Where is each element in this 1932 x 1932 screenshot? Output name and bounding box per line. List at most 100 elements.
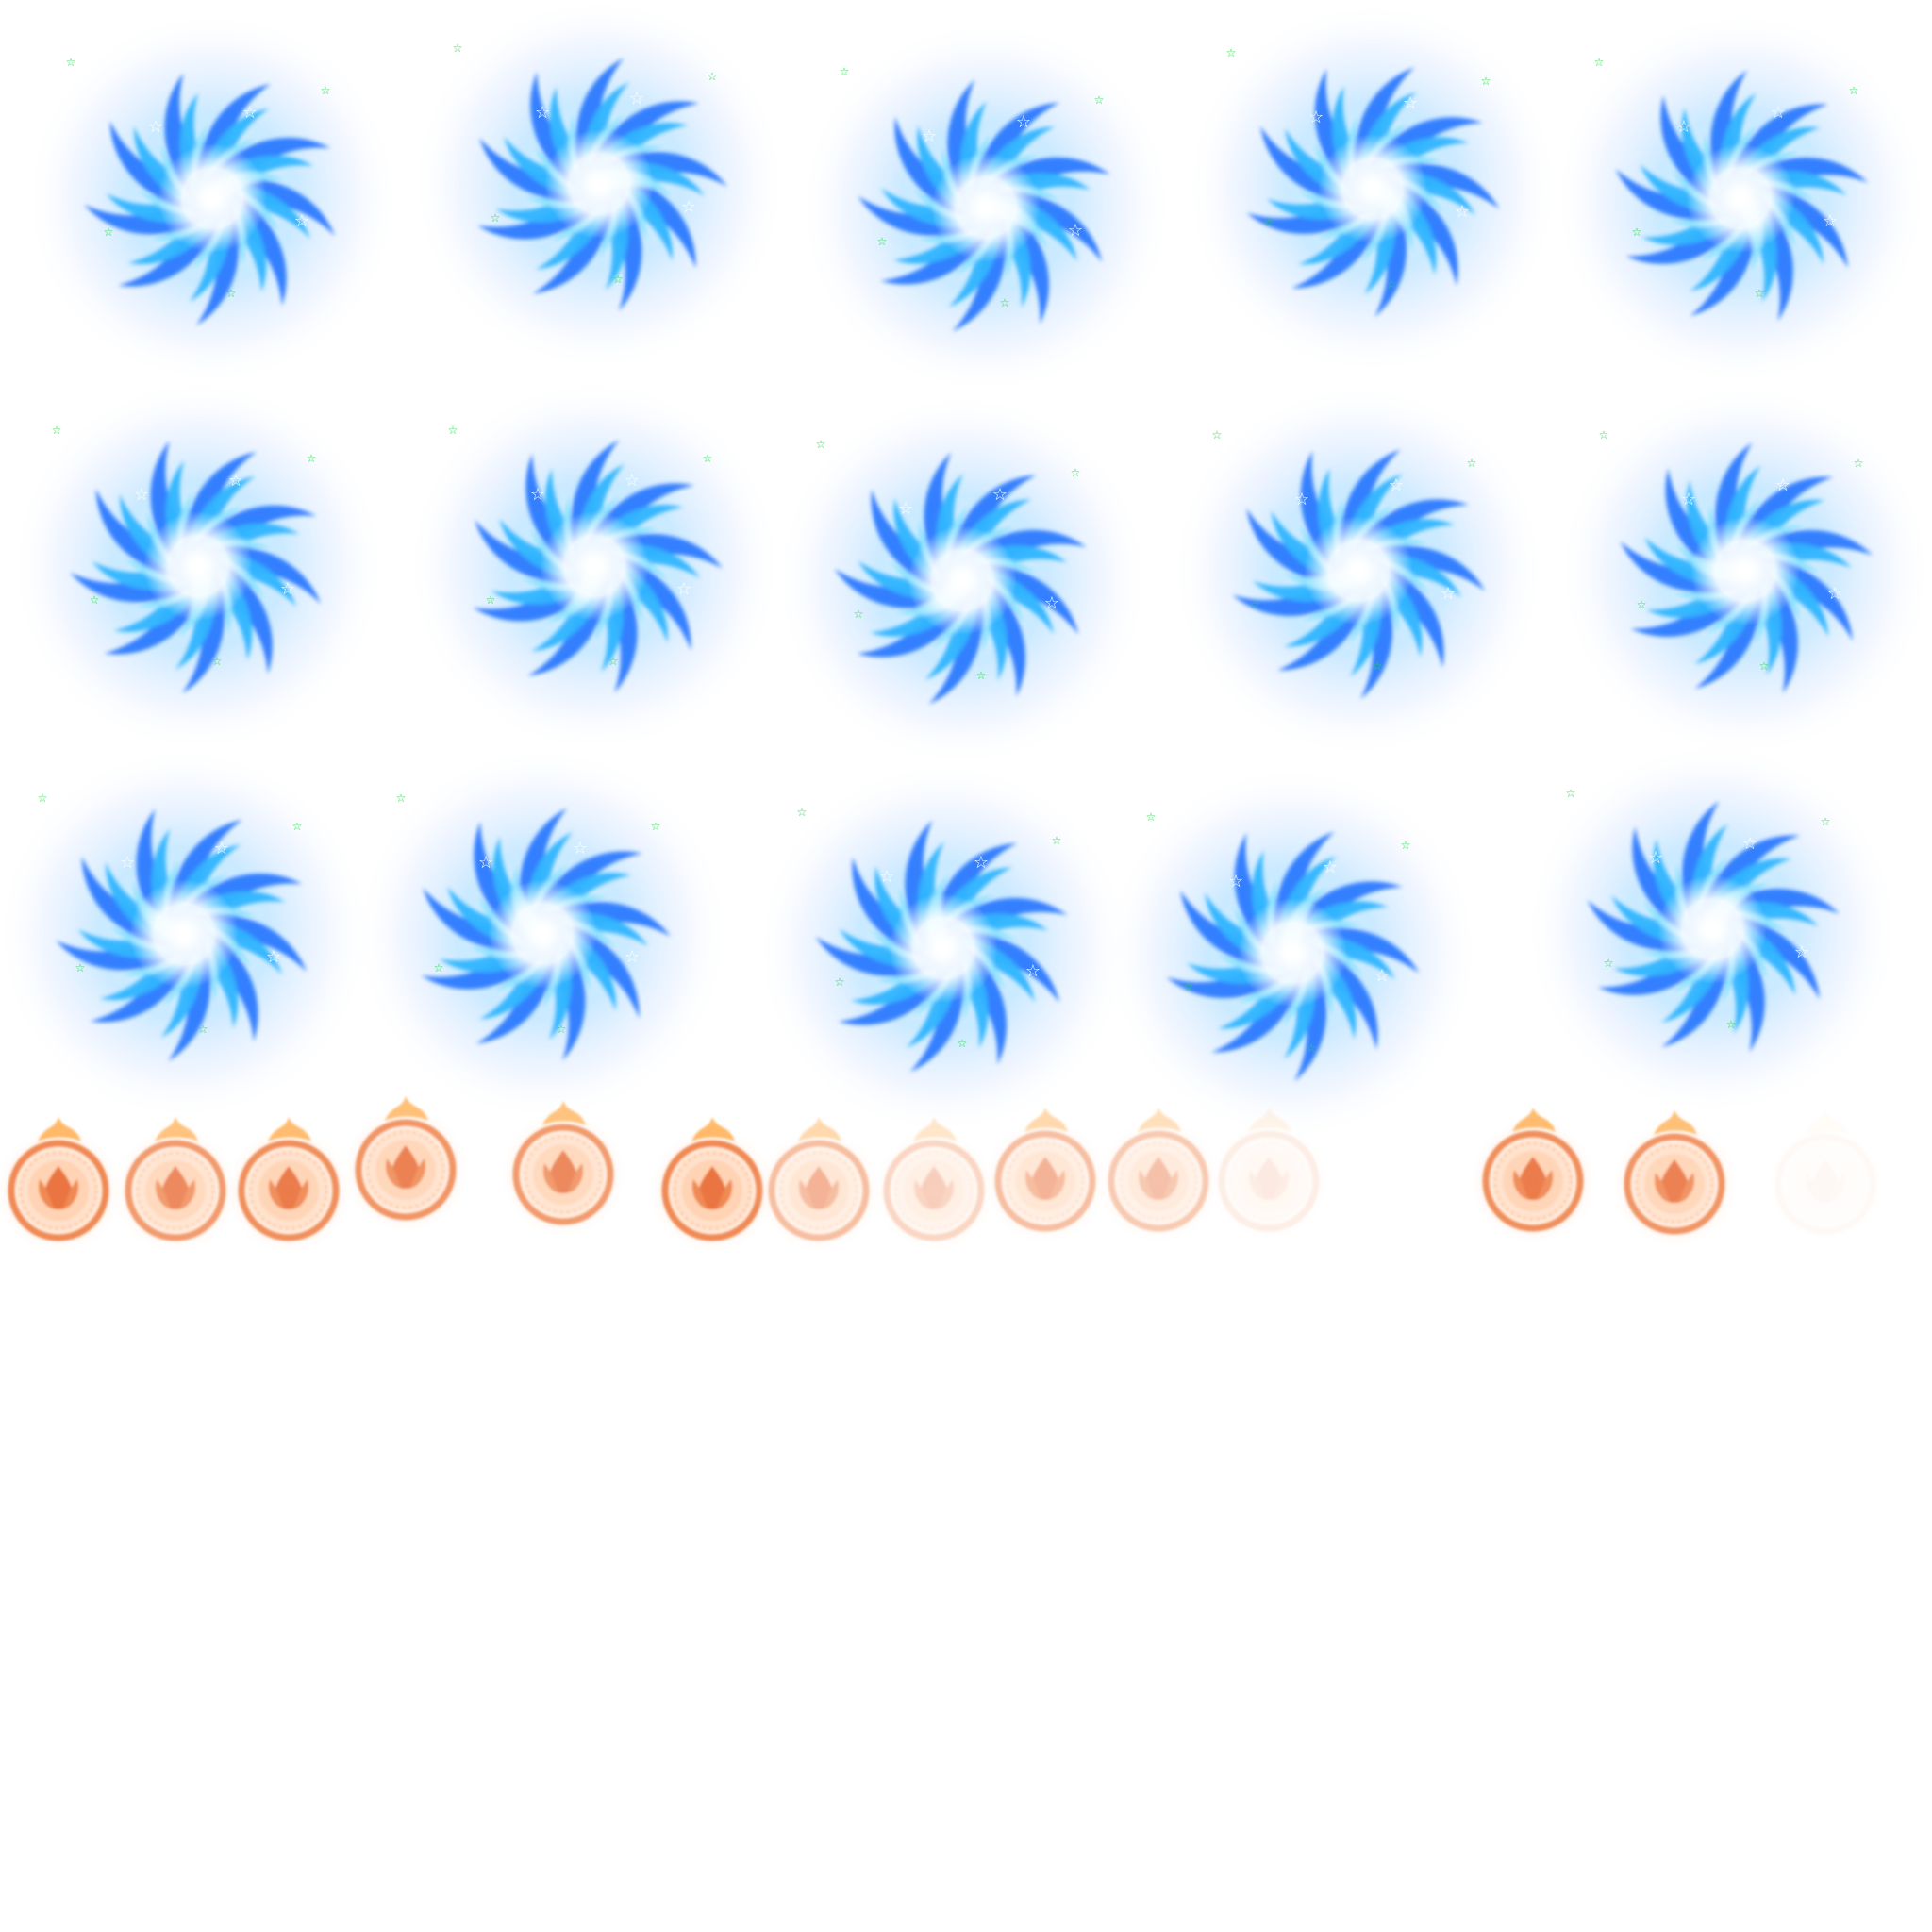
vortex-frame: ☆ ☆ ☆ ☆ ☆ ☆ ☆ [1542,0,1932,396]
svg-text:☆: ☆ [1648,848,1663,868]
svg-text:☆: ☆ [214,839,229,858]
svg-text:☆: ☆ [280,579,295,599]
vortex-frame: ☆ ☆ ☆ ☆ ☆ ☆ ☆ [788,9,1184,406]
orange-flame-seal-icon [0,1117,123,1255]
seal-frame [1198,1091,1340,1261]
blue-swirl-vortex-icon: ☆ ☆ ☆ ☆ ☆ ☆ ☆ [1184,0,1561,377]
orange-flame-seal-icon [1610,1110,1739,1248]
vortex-frame: ☆ ☆ ☆ ☆ ☆ ☆ ☆ [401,0,797,382]
blue-swirl-vortex-icon: ☆ ☆ ☆ ☆ ☆ ☆ ☆ [774,391,1151,769]
svg-text:☆: ☆ [1068,221,1083,241]
svg-text:☆: ☆ [486,593,496,607]
vortex-frame: ☆ ☆ ☆ ☆ ☆ ☆ ☆ [0,368,396,764]
svg-text:☆: ☆ [1146,810,1157,824]
seal-frame [748,1101,890,1271]
svg-text:☆: ☆ [1403,93,1418,113]
vortex-frame: ☆ ☆ ☆ ☆ ☆ ☆ ☆ [344,736,741,1132]
blue-swirl-vortex-icon: ☆ ☆ ☆ ☆ ☆ ☆ ☆ [9,377,387,755]
svg-text:☆: ☆ [1308,108,1324,127]
svg-text:☆: ☆ [835,975,845,989]
seal-frame [863,1101,1005,1271]
seal-frame [218,1101,359,1271]
svg-text:☆: ☆ [1373,659,1383,673]
vortex-frame: ☆ ☆ ☆ ☆ ☆ ☆ ☆ [764,382,1160,778]
blue-swirl-vortex-icon: ☆ ☆ ☆ ☆ ☆ ☆ ☆ [406,377,783,755]
seal-frame [0,1101,129,1271]
blue-swirl-vortex-icon: ☆ ☆ ☆ ☆ ☆ ☆ ☆ [1524,741,1901,1118]
svg-text:☆: ☆ [1594,56,1605,69]
blue-swirl-vortex-icon: ☆ ☆ ☆ ☆ ☆ ☆ ☆ [354,745,731,1123]
svg-text:☆: ☆ [228,471,243,491]
svg-text:☆: ☆ [1184,980,1194,993]
svg-text:☆: ☆ [120,853,135,873]
svg-text:☆: ☆ [1632,225,1642,239]
svg-text:☆: ☆ [226,287,237,300]
svg-text:☆: ☆ [292,820,303,833]
svg-text:☆: ☆ [625,471,640,491]
svg-text:☆: ☆ [1441,584,1456,604]
svg-text:☆: ☆ [1264,216,1274,229]
svg-text:☆: ☆ [266,947,281,967]
svg-text:☆: ☆ [1849,84,1859,97]
seal-frame [1088,1091,1229,1261]
svg-text:☆: ☆ [1821,815,1831,828]
svg-text:☆: ☆ [681,197,696,217]
orange-flame-seal-icon [1761,1110,1890,1248]
svg-text:☆: ☆ [557,1023,567,1036]
svg-text:☆: ☆ [573,839,588,858]
svg-text:☆: ☆ [976,669,987,682]
svg-text:☆: ☆ [1000,296,1010,309]
orange-flame-seal-icon [870,1117,998,1255]
svg-text:☆: ☆ [1854,457,1864,470]
vortex-frame: ☆ ☆ ☆ ☆ ☆ ☆ ☆ [396,368,792,764]
svg-text:☆: ☆ [1637,598,1647,611]
svg-text:☆: ☆ [1599,428,1609,441]
seal-frame [1755,1094,1896,1264]
svg-text:☆: ☆ [1401,839,1411,852]
vortex-frame: ☆ ☆ ☆ ☆ ☆ ☆ ☆ [745,750,1141,1146]
svg-text:☆: ☆ [1467,457,1477,470]
vortex-frame: ☆ ☆ ☆ ☆ ☆ ☆ ☆ [1174,0,1571,387]
svg-text:☆: ☆ [1681,490,1696,509]
svg-text:☆: ☆ [90,593,100,607]
orange-flame-seal-icon [755,1117,883,1255]
svg-text:☆: ☆ [1827,584,1842,604]
svg-text:☆: ☆ [1052,834,1062,847]
blue-swirl-vortex-icon: ☆ ☆ ☆ ☆ ☆ ☆ ☆ [410,0,788,373]
blue-swirl-vortex-icon: ☆ ☆ ☆ ☆ ☆ ☆ ☆ [797,19,1174,396]
svg-text:☆: ☆ [478,853,493,873]
svg-text:☆: ☆ [797,806,808,819]
svg-text:☆: ☆ [1823,211,1838,231]
svg-text:☆: ☆ [877,235,888,248]
svg-text:☆: ☆ [1307,1041,1317,1055]
svg-text:☆: ☆ [66,56,76,69]
svg-text:☆: ☆ [1250,598,1260,611]
seal-frame [641,1101,783,1271]
svg-text:☆: ☆ [992,485,1008,505]
svg-text:☆: ☆ [1604,957,1614,970]
svg-text:☆: ☆ [613,273,624,286]
svg-text:☆: ☆ [1755,287,1765,300]
svg-text:☆: ☆ [491,211,501,225]
orange-flame-seal-icon [981,1108,1109,1245]
svg-text:☆: ☆ [1726,1018,1737,1031]
svg-text:☆: ☆ [1226,46,1237,59]
vortex-frame: ☆ ☆ ☆ ☆ ☆ ☆ ☆ [1160,373,1557,769]
svg-text:☆: ☆ [1566,787,1576,800]
svg-text:☆: ☆ [1044,593,1059,613]
svg-text:☆: ☆ [651,820,661,833]
svg-text:☆: ☆ [608,655,619,668]
svg-text:☆: ☆ [453,42,463,55]
svg-text:☆: ☆ [1742,834,1757,854]
orange-flame-seal-icon [648,1117,776,1255]
svg-text:☆: ☆ [1771,103,1786,123]
svg-text:☆: ☆ [816,438,826,451]
svg-text:☆: ☆ [1455,202,1470,222]
orange-flame-seal-icon [499,1101,627,1239]
orange-flame-seal-icon [225,1117,353,1255]
svg-text:☆: ☆ [75,961,86,974]
svg-text:☆: ☆ [212,655,223,668]
blue-swirl-vortex-icon: ☆ ☆ ☆ ☆ ☆ ☆ ☆ [755,759,1132,1137]
svg-text:☆: ☆ [52,424,62,437]
svg-text:☆: ☆ [530,485,545,505]
